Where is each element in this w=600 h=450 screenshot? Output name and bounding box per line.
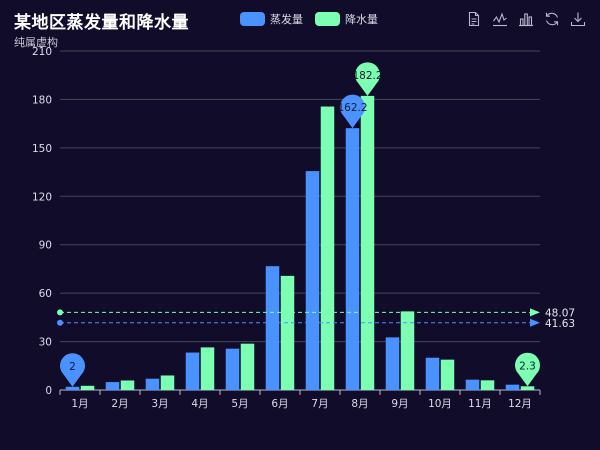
y-tick-label: 120	[32, 191, 52, 203]
data-view-icon[interactable]	[466, 11, 482, 27]
bar-precipitation[interactable]	[480, 380, 495, 390]
x-tick-label: 5月	[231, 398, 248, 410]
bar-precipitation[interactable]	[240, 343, 255, 390]
y-tick-label: 30	[39, 337, 52, 349]
mark-line-label: 41.63	[545, 318, 575, 330]
bar-evaporation[interactable]	[265, 266, 280, 390]
x-tick-label: 4月	[191, 398, 208, 410]
x-tick-label: 1月	[71, 398, 88, 410]
bar-evaporation[interactable]	[185, 352, 200, 390]
bar-evaporation[interactable]	[465, 379, 480, 390]
mark-line-label: 48.07	[545, 307, 575, 319]
y-tick-label: 0	[45, 385, 52, 397]
mark-point-label: 182.2	[352, 70, 382, 82]
mark-point-pin[interactable]	[354, 62, 380, 96]
legend-label-evaporation: 蒸发量	[270, 13, 303, 26]
chart-subtitle: 纯属虚构	[14, 36, 58, 49]
bar-evaporation[interactable]	[305, 171, 320, 390]
bar-precipitation[interactable]	[400, 311, 415, 390]
y-tick-label: 150	[32, 143, 52, 155]
legend: 蒸发量 降水量	[240, 11, 378, 27]
x-tick-label: 12月	[508, 398, 532, 410]
y-tick-label: 60	[39, 288, 52, 300]
bar-evaporation[interactable]	[425, 357, 440, 390]
legend-item-evaporation[interactable]: 蒸发量	[240, 11, 303, 27]
mark-point-pin[interactable]	[60, 353, 85, 387]
bar-precipitation[interactable]	[520, 386, 535, 390]
save-image-icon[interactable]	[570, 11, 586, 27]
bar-chart-icon[interactable]	[518, 11, 534, 27]
bar-evaporation[interactable]	[105, 382, 120, 390]
bar-evaporation[interactable]	[345, 128, 360, 391]
x-tick-label: 11月	[468, 398, 492, 410]
x-tick-label: 9月	[391, 398, 408, 410]
bar-evaporation[interactable]	[385, 337, 400, 390]
x-tick-label: 8月	[351, 398, 368, 410]
mark-point-pin[interactable]	[340, 94, 365, 129]
y-tick-label: 180	[32, 94, 52, 106]
x-tick-label: 7月	[311, 398, 328, 410]
mark-line-arrow	[530, 318, 540, 327]
line-chart-icon[interactable]	[492, 11, 508, 27]
mark-point-label: 2.3	[519, 360, 536, 372]
x-tick-label: 3月	[151, 398, 168, 410]
legend-swatch-precipitation	[315, 12, 340, 26]
bar-evaporation[interactable]	[505, 384, 520, 390]
x-tick-label: 6月	[271, 398, 288, 410]
bar-evaporation[interactable]	[225, 348, 240, 390]
x-tick-label: 10月	[428, 398, 452, 410]
y-tick-label: 90	[39, 240, 52, 252]
mark-point-label: 162.2	[337, 102, 367, 114]
restore-icon[interactable]	[544, 11, 560, 27]
bar-precipitation[interactable]	[360, 95, 375, 391]
bar-precipitation[interactable]	[320, 106, 335, 390]
bar-precipitation[interactable]	[200, 347, 215, 390]
legend-label-precipitation: 降水量	[345, 13, 378, 26]
legend-swatch-evaporation	[240, 12, 265, 26]
bar-precipitation[interactable]	[280, 275, 295, 390]
mark-point-label: 2	[69, 361, 76, 373]
bar-evaporation[interactable]	[65, 386, 80, 390]
legend-item-precipitation[interactable]: 降水量	[315, 11, 378, 27]
mark-point-pin[interactable]	[514, 352, 540, 387]
bar-precipitation[interactable]	[440, 359, 455, 390]
bar-evaporation[interactable]	[145, 378, 160, 390]
bar-precipitation[interactable]	[160, 375, 175, 390]
mark-line-arrow	[530, 308, 540, 317]
x-tick-label: 2月	[111, 398, 128, 410]
toolbox	[466, 11, 586, 27]
bar-precipitation[interactable]	[120, 380, 135, 390]
bar-precipitation[interactable]	[80, 385, 95, 390]
chart-title: 某地区蒸发量和降水量	[14, 13, 189, 33]
y-tick-label: 210	[32, 46, 52, 58]
